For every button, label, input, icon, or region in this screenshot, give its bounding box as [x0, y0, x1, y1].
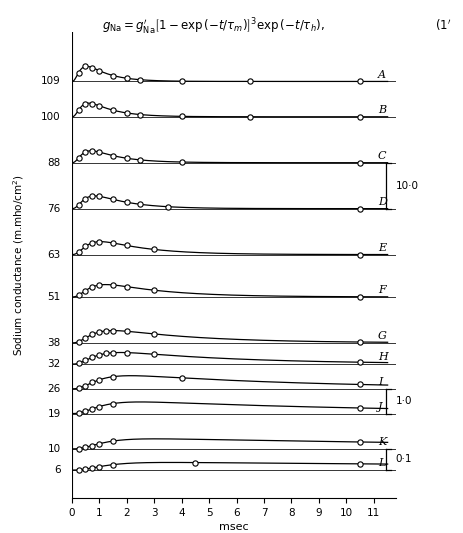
Text: E: E — [378, 243, 386, 253]
Text: B: B — [378, 105, 386, 115]
Text: C: C — [378, 151, 387, 161]
Text: 10·0: 10·0 — [396, 181, 419, 191]
Text: 63: 63 — [48, 249, 61, 260]
Text: 32: 32 — [48, 359, 61, 369]
Text: D: D — [378, 197, 387, 207]
Text: 38: 38 — [48, 338, 61, 348]
Y-axis label: Sodium conductance (m.mho/cm$^2$): Sodium conductance (m.mho/cm$^2$) — [12, 174, 26, 356]
Text: 10: 10 — [48, 444, 61, 454]
Text: A: A — [378, 70, 386, 79]
Text: 26: 26 — [48, 384, 61, 394]
Text: $g_{\rm Na}=g^{\prime}_{\rm Na}\left[1-\exp\left(-t/\tau_{m}\right)\right]^{3}\e: $g_{\rm Na}=g^{\prime}_{\rm Na}\left[1-\… — [101, 17, 325, 37]
Text: L: L — [378, 458, 385, 469]
Text: 19: 19 — [48, 409, 61, 418]
Text: 88: 88 — [48, 158, 61, 168]
Text: (1$^{\prime}$: (1$^{\prime}$ — [435, 17, 451, 33]
Text: K: K — [378, 437, 386, 447]
Text: 6: 6 — [54, 465, 61, 475]
Text: F: F — [378, 285, 386, 295]
Text: G: G — [378, 331, 387, 341]
Text: 109: 109 — [41, 76, 61, 86]
Text: H: H — [378, 352, 388, 362]
Text: I: I — [378, 377, 382, 387]
Text: 100: 100 — [41, 112, 61, 122]
Text: J: J — [378, 402, 382, 412]
X-axis label: msec: msec — [219, 522, 249, 532]
Text: 0·1: 0·1 — [396, 455, 413, 464]
Text: 76: 76 — [48, 204, 61, 214]
Text: 1·0: 1·0 — [396, 396, 413, 406]
Text: 51: 51 — [48, 292, 61, 302]
